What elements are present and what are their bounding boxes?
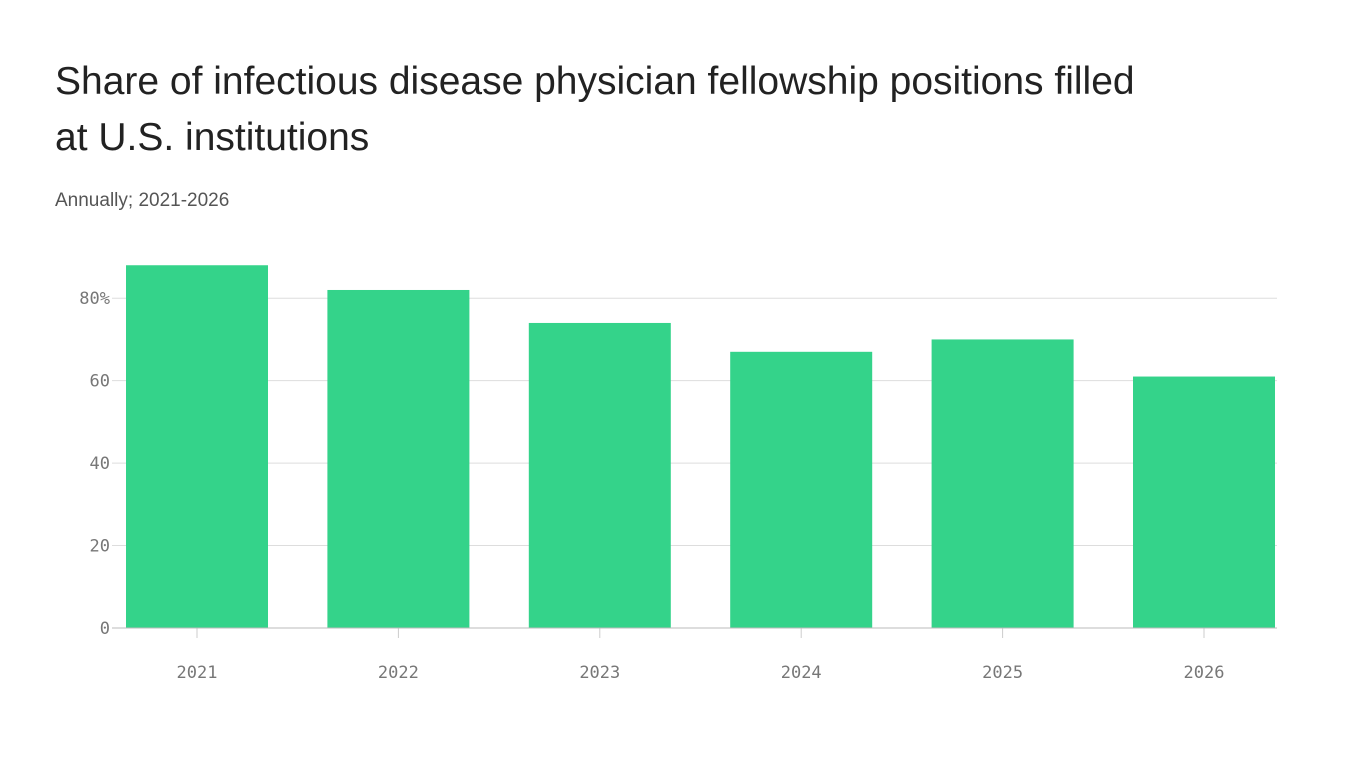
bar bbox=[931, 339, 1074, 628]
chart-subtitle: Annually; 2021-2026 bbox=[55, 190, 229, 211]
bar bbox=[730, 351, 873, 628]
bar bbox=[327, 289, 470, 628]
chart-title: at U.S. institutions bbox=[55, 116, 369, 159]
y-tick-label: 40 bbox=[90, 454, 110, 474]
chart-title: Share of infectious disease physician fe… bbox=[55, 60, 1135, 103]
x-tick-label: 2025 bbox=[982, 663, 1023, 683]
x-tick-label: 2026 bbox=[1184, 663, 1225, 683]
y-tick-label: 20 bbox=[90, 537, 110, 557]
bar bbox=[126, 265, 268, 628]
x-tick-label: 2024 bbox=[781, 663, 822, 683]
y-tick-label: 80% bbox=[79, 289, 110, 309]
y-tick-label: 60 bbox=[90, 372, 110, 392]
bar bbox=[528, 322, 671, 628]
bar bbox=[1133, 376, 1275, 628]
x-tick-label: 2021 bbox=[177, 663, 218, 683]
x-tick-label: 2022 bbox=[378, 663, 419, 683]
x-tick-label: 2023 bbox=[579, 663, 620, 683]
y-tick-label: 0 bbox=[100, 619, 110, 639]
